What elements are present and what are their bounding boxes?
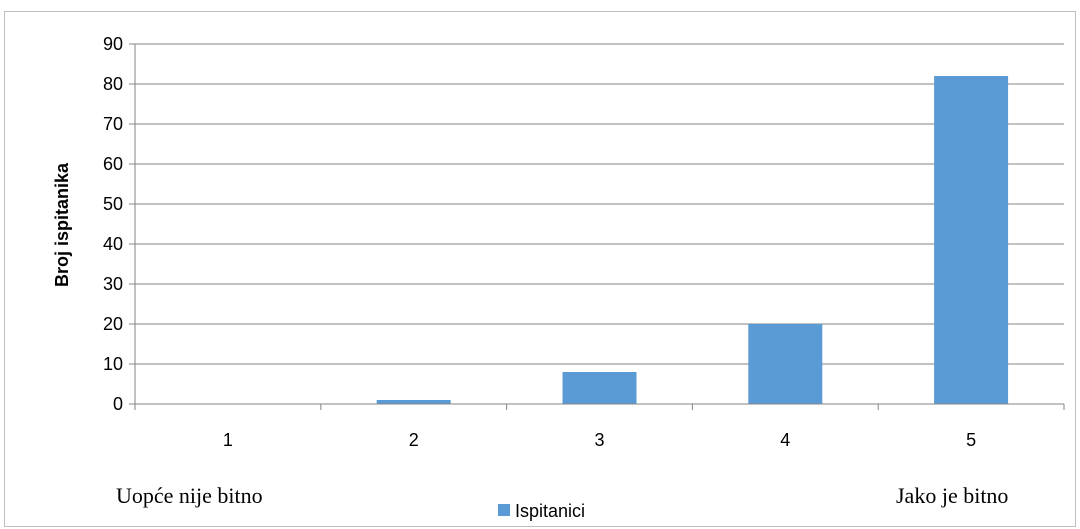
gridlines (135, 43, 1064, 365)
y-tick-label: 40 (103, 234, 123, 254)
y-tick-labels: 0 10 20 30 40 50 60 70 80 90 (103, 34, 123, 414)
bar (934, 76, 1009, 404)
axes (129, 43, 1065, 410)
bar (376, 400, 451, 404)
y-tick-label: 60 (103, 154, 123, 174)
y-tick-label: 20 (103, 314, 123, 334)
y-tick-label: 0 (113, 394, 123, 414)
x-tick-labels: 1 2 3 4 5 (223, 430, 976, 450)
x-tick-label: 5 (966, 430, 976, 450)
y-tick-label: 80 (103, 74, 123, 94)
y-tick-label: 30 (103, 274, 123, 294)
y-axis-label: Broj ispitanika (52, 162, 72, 287)
legend-swatch (498, 504, 510, 516)
x-tick-label: 3 (594, 430, 604, 450)
chart-frame (4, 11, 1076, 527)
y-tick-label: 90 (103, 34, 123, 54)
legend: Ispitanici (498, 501, 585, 521)
legend-label: Ispitanici (515, 501, 585, 521)
y-tick-label: 50 (103, 194, 123, 214)
bar (748, 324, 823, 404)
y-tick-label: 70 (103, 114, 123, 134)
left-annotation: Uopće nije bitno (116, 483, 263, 508)
y-tick-label: 10 (103, 354, 123, 374)
x-tick-label: 2 (409, 430, 419, 450)
x-tick-label: 4 (780, 430, 790, 450)
bar (562, 372, 637, 404)
x-tick-label: 1 (223, 430, 233, 450)
bars (376, 76, 1009, 404)
right-annotation: Jako je bitno (896, 483, 1008, 508)
